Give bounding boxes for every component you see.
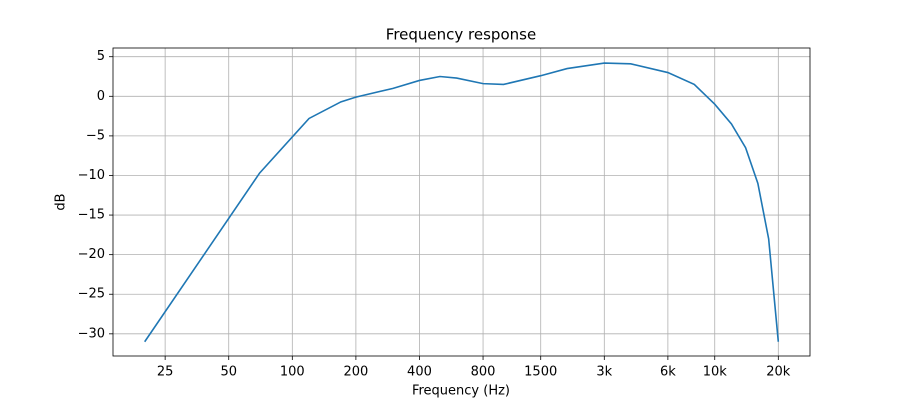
y-tick-label: −25 bbox=[78, 287, 105, 302]
x-tick-label: 20k bbox=[766, 365, 791, 380]
x-tick-label: 400 bbox=[407, 365, 432, 380]
x-tick-label: 50 bbox=[220, 365, 237, 380]
y-tick-label: −30 bbox=[78, 326, 105, 341]
y-tick-label: −10 bbox=[78, 168, 105, 183]
x-tick-label: 200 bbox=[343, 365, 368, 380]
y-axis-label: dB bbox=[54, 193, 69, 210]
y-tick-label: 5 bbox=[97, 49, 105, 64]
x-tick-label: 800 bbox=[471, 365, 496, 380]
chart-title: Frequency response bbox=[386, 26, 536, 44]
x-tick-label: 6k bbox=[660, 365, 676, 380]
x-tick-label: 25 bbox=[157, 365, 174, 380]
x-axis-label: Frequency (Hz) bbox=[412, 384, 510, 399]
y-tick-label: −20 bbox=[78, 247, 105, 262]
line-series bbox=[144, 62, 780, 343]
y-tick-label: −5 bbox=[86, 128, 105, 143]
x-tick-label: 100 bbox=[280, 365, 305, 380]
plot-frame bbox=[112, 47, 811, 357]
y-tick-label: −15 bbox=[78, 208, 105, 223]
y-tick-label: 0 bbox=[97, 89, 105, 104]
x-tick-label: 10k bbox=[703, 365, 728, 380]
x-tick-label: 3k bbox=[596, 365, 612, 380]
x-tick-label: 1500 bbox=[524, 365, 557, 380]
